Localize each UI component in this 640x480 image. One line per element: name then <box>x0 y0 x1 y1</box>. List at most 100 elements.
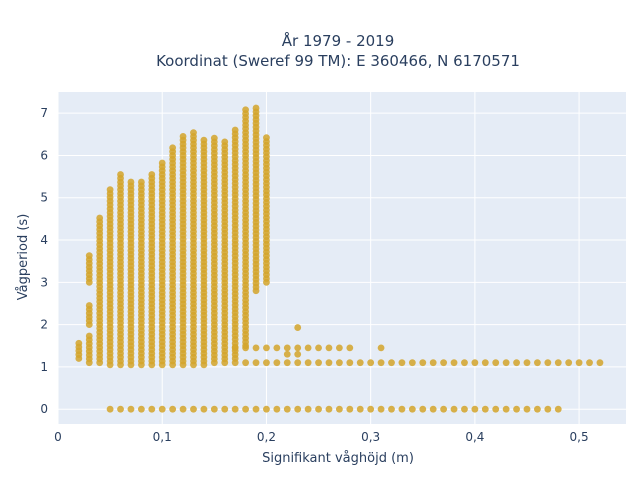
data-point <box>325 344 333 352</box>
data-point <box>200 136 208 144</box>
y-tick-label: 2 <box>40 318 48 332</box>
data-point <box>450 405 458 413</box>
y-axis-ticks: 0 1 2 3 4 5 6 7 <box>40 106 48 416</box>
data-point <box>210 134 218 142</box>
data-point <box>367 405 375 413</box>
x-tick-label: 0,4 <box>465 430 484 444</box>
data-point <box>408 405 416 413</box>
data-point <box>283 359 291 367</box>
data-point <box>335 359 343 367</box>
data-point <box>273 359 281 367</box>
data-point <box>408 359 416 367</box>
x-tick-label: 0,3 <box>361 430 380 444</box>
data-point <box>158 159 166 167</box>
data-point <box>96 214 104 222</box>
y-tick-label: 3 <box>40 275 48 289</box>
data-point <box>481 359 489 367</box>
scatter-points <box>75 104 604 413</box>
y-tick-label: 5 <box>40 191 48 205</box>
data-point <box>335 344 343 352</box>
data-point <box>346 359 354 367</box>
data-point <box>221 405 229 413</box>
data-point <box>85 332 93 340</box>
x-tick-label: 0 <box>54 430 62 444</box>
data-point <box>398 359 406 367</box>
data-point <box>325 359 333 367</box>
x-tick-label: 0,5 <box>570 430 589 444</box>
data-point <box>137 178 145 186</box>
data-point <box>294 350 302 358</box>
data-point <box>85 302 93 309</box>
data-point <box>398 405 406 413</box>
data-point <box>596 359 604 367</box>
data-point <box>523 405 531 413</box>
data-point <box>252 344 260 352</box>
data-point <box>294 324 302 331</box>
data-point <box>554 359 562 367</box>
data-point <box>231 344 239 352</box>
data-point <box>544 405 552 413</box>
data-point <box>315 359 322 367</box>
data-point <box>242 359 250 367</box>
data-point <box>304 344 312 352</box>
data-point <box>242 344 250 352</box>
data-point <box>346 344 354 352</box>
data-point <box>304 359 312 367</box>
chart-title-line2: Koordinat (Sweref 99 TM): E 360466, N 61… <box>156 52 520 70</box>
x-tick-label: 0,1 <box>153 430 172 444</box>
data-point <box>252 405 260 413</box>
data-point <box>169 144 177 152</box>
data-point <box>127 405 135 413</box>
data-point <box>283 405 291 413</box>
data-point <box>565 359 573 367</box>
data-point <box>534 405 541 413</box>
y-tick-label: 7 <box>40 106 48 120</box>
data-point <box>190 129 197 137</box>
data-point <box>461 405 468 413</box>
data-point <box>377 344 385 352</box>
data-point <box>75 339 83 347</box>
data-point <box>554 405 562 413</box>
data-point <box>377 405 385 413</box>
data-point <box>158 405 166 413</box>
data-point <box>210 405 218 413</box>
data-point <box>117 171 124 178</box>
data-point <box>179 133 187 140</box>
data-point <box>471 405 479 413</box>
data-point <box>471 359 479 367</box>
data-point <box>148 171 156 178</box>
data-point <box>179 405 187 413</box>
x-axis-ticks: 0 0,1 0,2 0,3 0,4 0,5 <box>54 430 588 444</box>
data-point <box>440 359 448 367</box>
data-point <box>367 359 375 367</box>
data-point <box>502 359 510 367</box>
data-point <box>231 126 239 134</box>
data-point <box>263 134 270 142</box>
data-point <box>429 405 437 413</box>
data-point <box>315 405 322 413</box>
data-point <box>190 405 197 413</box>
data-point <box>106 186 114 194</box>
data-point <box>544 359 552 367</box>
data-point <box>117 405 124 413</box>
data-point <box>294 359 302 367</box>
data-point <box>534 359 541 367</box>
data-point <box>283 350 291 358</box>
x-tick-label: 0,2 <box>257 430 276 444</box>
data-point <box>461 359 468 367</box>
data-point <box>575 359 583 367</box>
data-point <box>586 359 593 367</box>
data-point <box>242 405 250 413</box>
data-point <box>127 178 135 186</box>
data-point <box>252 359 260 367</box>
data-point <box>440 405 448 413</box>
data-point <box>377 359 385 367</box>
data-point <box>200 405 208 413</box>
y-axis-title: Vågperiod (s) <box>16 214 31 301</box>
data-point <box>263 359 270 367</box>
data-point <box>294 405 302 413</box>
y-tick-label: 6 <box>40 148 48 162</box>
y-tick-label: 4 <box>40 233 48 247</box>
data-point <box>356 405 364 413</box>
